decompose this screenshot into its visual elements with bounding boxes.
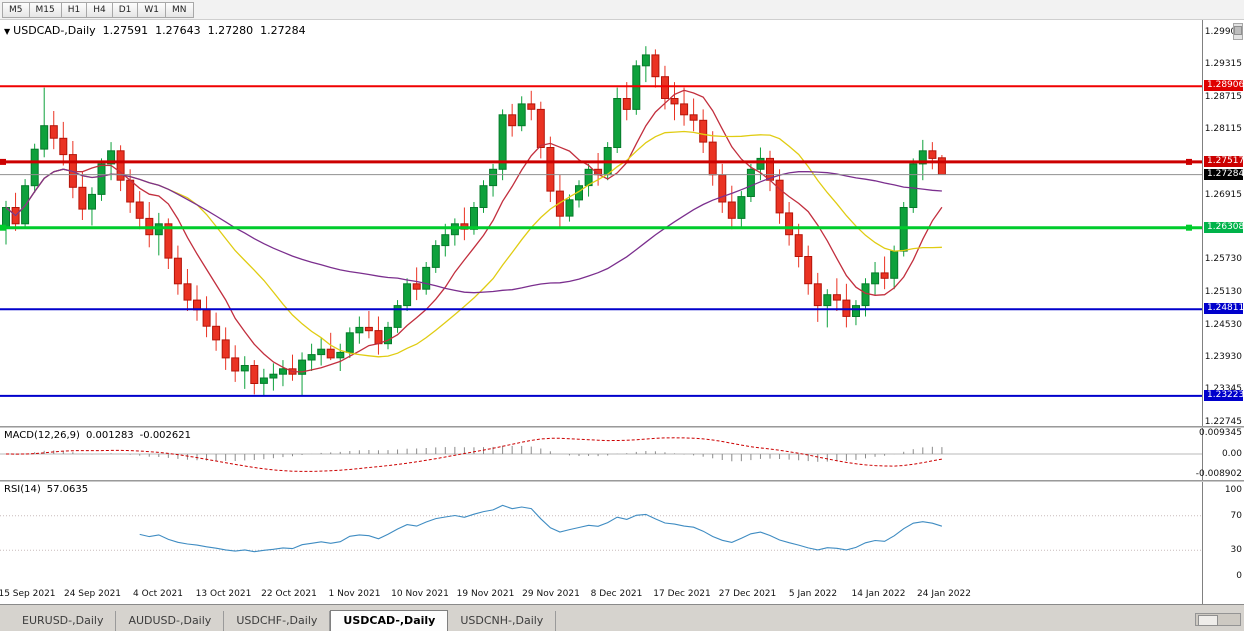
macd-label: MACD(12,26,9) 0.001283 -0.002621: [4, 430, 191, 441]
date-axis-label: 13 Oct 2021: [195, 589, 252, 599]
date-axis-label: 15 Sep 2021: [0, 589, 56, 599]
price-line-label: 1.24811: [1204, 303, 1244, 315]
open-value: 1.27591: [102, 24, 149, 37]
timeframe-button-m5[interactable]: M5: [2, 1, 30, 18]
low-value: 1.27280: [207, 24, 254, 37]
date-axis-label: 24 Sep 2021: [63, 589, 122, 599]
candlestick-chart[interactable]: [0, 20, 1202, 426]
vertical-scrollbar[interactable]: [1233, 23, 1243, 40]
price-axis-tick: 1.23930: [1204, 352, 1242, 363]
timeframe-button-mn[interactable]: MN: [166, 1, 194, 18]
date-axis[interactable]: 15 Sep 2021 24 Sep 2021 4 Oct 2021 13 Oct 2…: [0, 585, 1202, 604]
price-axis-tick: 1.29315: [1204, 58, 1242, 69]
macd-main-value: 0.001283: [85, 430, 134, 441]
timeframe-toolbar: M5 M15 H1 H4 D1 W1 MN: [0, 0, 1244, 20]
date-axis-label: 8 Dec 2021: [590, 589, 643, 599]
chart-tab-audusd[interactable]: AUDUSD-,Daily: [116, 611, 225, 631]
timeframe-button-d1[interactable]: D1: [112, 1, 139, 18]
price-chart-pane[interactable]: ▼ USDCAD-,Daily 1.27591 1.27643 1.27280 1.272…: [0, 20, 1202, 426]
rsi-axis-tick: 30: [1230, 545, 1242, 556]
price-axis-tick: 1.22745: [1204, 416, 1242, 427]
macd-axis-tick: -0.008902: [1195, 469, 1242, 480]
macd-name: MACD(12,26,9): [4, 430, 80, 441]
date-axis-label: 4 Oct 2021: [133, 589, 183, 599]
chart-tab-usdcnh[interactable]: USDCNH-,Daily: [448, 611, 557, 631]
price-axis-tick: 1.26915: [1204, 189, 1242, 200]
timeframe-button-group: M5 M15 H1 H4 D1 W1 MN: [2, 1, 194, 18]
price-line-label: 1.23223: [1204, 389, 1244, 401]
price-axis[interactable]: 1.29900 1.29315 1.28715 1.28115 1.26915 1.257…: [1196, 20, 1244, 604]
date-axis-label: 24 Jan 2022: [917, 589, 971, 599]
date-axis-label: 1 Nov 2021: [328, 589, 381, 599]
date-axis-label: 10 Nov 2021: [391, 589, 449, 599]
date-axis-label: 27 Dec 2021: [718, 589, 777, 599]
close-value: 1.27284: [260, 24, 306, 37]
price-axis-tick: 1.28715: [1204, 91, 1242, 102]
price-line-label: 1.28906: [1204, 80, 1244, 92]
price-axis-tick: 1.25730: [1204, 254, 1242, 265]
macd-signal-value: -0.002621: [139, 430, 191, 441]
timeframe-button-w1[interactable]: W1: [138, 1, 166, 18]
macd-axis-tick: 0.009345: [1199, 427, 1242, 438]
price-line-label: 1.27284: [1204, 168, 1244, 180]
chart-title: ▼ USDCAD-,Daily 1.27591 1.27643 1.27280 1.272…: [4, 24, 306, 37]
date-axis-label: 22 Oct 2021: [261, 589, 317, 599]
rsi-axis-tick: 100: [1224, 485, 1242, 495]
chart-tab-bar: EURUSD-,Daily AUDUSD-,Daily USDCHF-,Daily U…: [0, 604, 1244, 631]
rsi-axis-tick: 70: [1230, 510, 1242, 521]
date-axis-label: 29 Nov 2021: [522, 589, 580, 599]
chart-tabs: EURUSD-,Daily AUDUSD-,Daily USDCHF-,Daily U…: [10, 609, 557, 631]
rsi-value: 57.0635: [46, 484, 89, 495]
rsi-indicator-pane[interactable]: RSI(14) 57.0635: [0, 482, 1202, 585]
chevron-down-icon[interactable]: ▼: [4, 27, 11, 36]
timeframe-button-h1[interactable]: H1: [61, 1, 88, 18]
timeframe-button-m15[interactable]: M15: [29, 1, 62, 18]
high-value: 1.27643: [155, 24, 201, 37]
price-axis-tick: 1.25130: [1204, 286, 1242, 297]
rsi-axis-tick: 0: [1236, 571, 1242, 581]
price-axis-tick: 1.29900: [1204, 26, 1242, 37]
macd-plot: [0, 437, 1202, 472]
pane-splitter-macd[interactable]: [0, 426, 1244, 428]
price-line-label: 1.26308: [1204, 221, 1244, 233]
rsi-name: RSI(14): [4, 484, 41, 495]
tab-scrollbar[interactable]: [1195, 613, 1241, 626]
price-axis-tick: 1.24530: [1204, 319, 1242, 330]
pane-splitter-rsi[interactable]: [0, 480, 1244, 482]
price-axis-tick: 1.23345: [1205, 384, 1242, 394]
date-axis-label: 5 Jan 2022: [788, 589, 838, 599]
macd-axis-tick: 0.00: [1221, 449, 1242, 459]
macd-indicator-pane[interactable]: MACD(12,26,9) 0.001283 -0.002621: [0, 428, 1202, 480]
rsi-label: RSI(14) 57.0635: [4, 484, 88, 495]
chart-tab-eurusd[interactable]: EURUSD-,Daily: [10, 611, 117, 631]
symbol-title: USDCAD-,Daily: [13, 24, 96, 37]
price-axis-tick: 1.28115: [1204, 124, 1242, 135]
date-axis-label: 19 Nov 2021: [456, 589, 515, 599]
tab-scrollbar-thumb[interactable]: [1198, 615, 1218, 626]
rsi-plot: [0, 504, 1202, 553]
price-line-label: 1.27517: [1204, 155, 1244, 167]
date-axis-label: 17 Dec 2021: [653, 589, 711, 599]
chart-tab-usdchf[interactable]: USDCHF-,Daily: [224, 611, 331, 631]
date-axis-label: 14 Jan 2022: [851, 589, 906, 599]
timeframe-button-h4[interactable]: H4: [87, 1, 113, 18]
chart-tab-usdcad[interactable]: USDCAD-,Daily: [330, 610, 449, 631]
scrollbar-thumb[interactable]: [1234, 26, 1242, 35]
